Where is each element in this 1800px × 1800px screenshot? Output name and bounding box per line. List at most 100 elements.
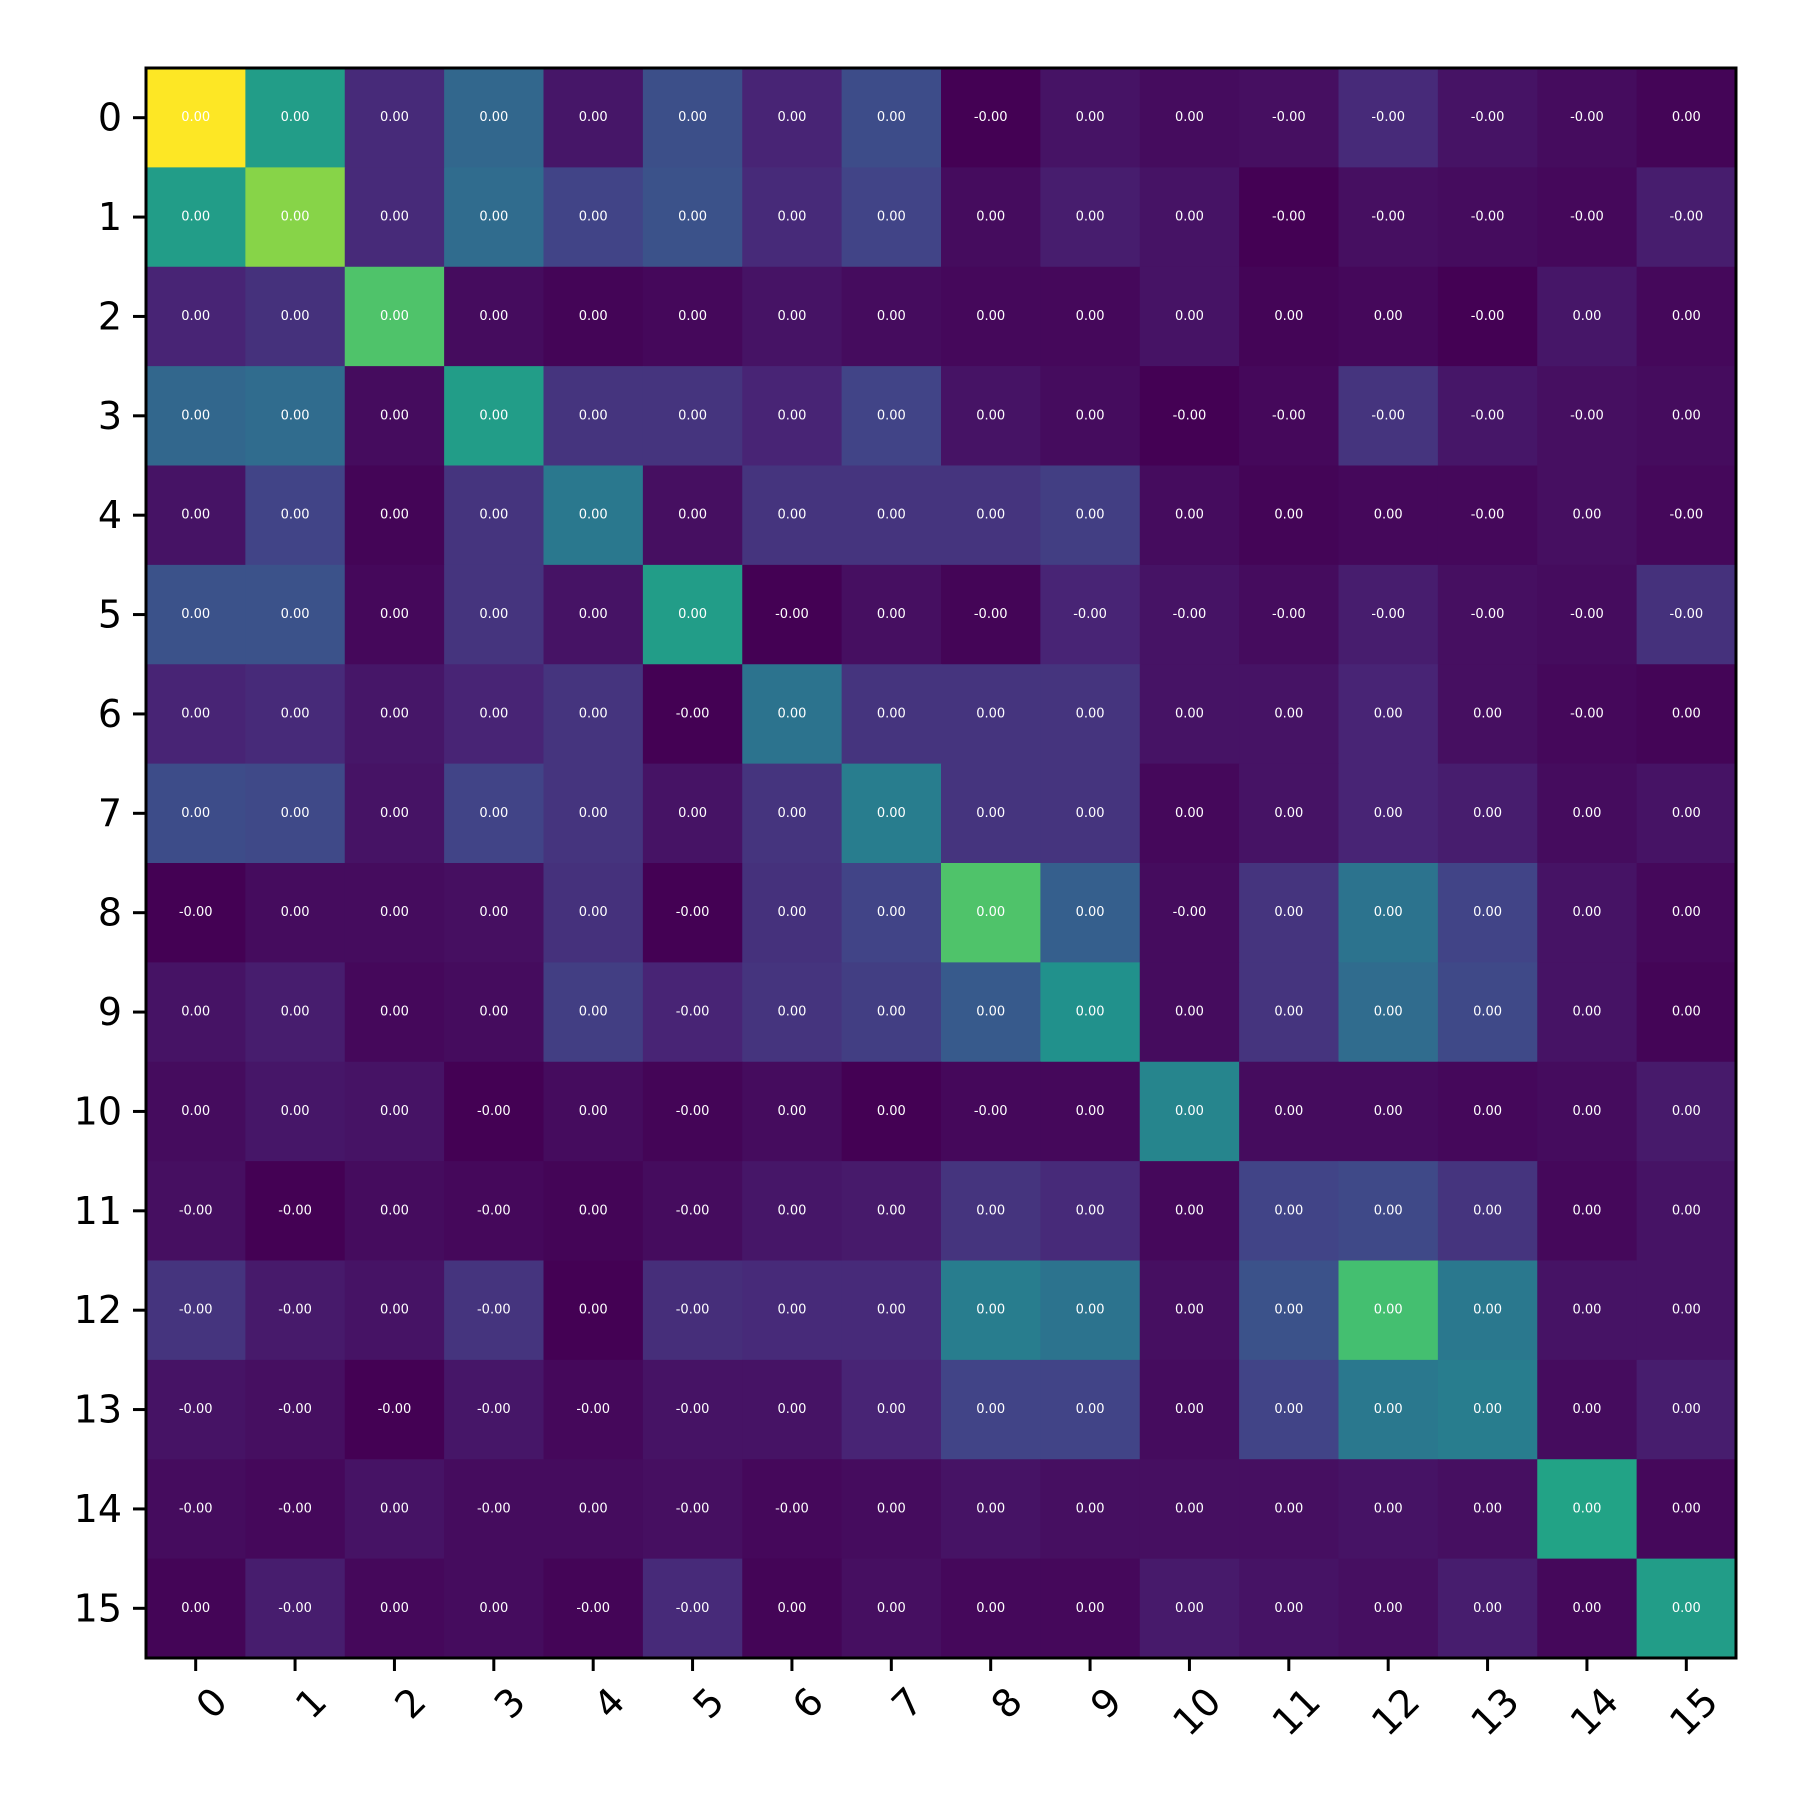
cell-value-label: 0.00: [1672, 706, 1701, 721]
heatmap-cell: [642, 564, 743, 665]
cell-value-label: 0.00: [877, 309, 906, 324]
cell-value-label: 0.00: [1672, 1402, 1701, 1417]
heatmap-cell: [1437, 1459, 1538, 1560]
cell-value-label: 0.00: [281, 1005, 310, 1020]
cell-value-label: -0.00: [676, 1501, 710, 1516]
heatmap-cell: [444, 1558, 545, 1659]
heatmap-cell: [1239, 465, 1340, 566]
heatmap-cell: [1239, 564, 1340, 665]
cell-value-label: 0.00: [181, 806, 210, 821]
heatmap-cell: [344, 167, 445, 268]
cell-value-label: -0.00: [1669, 210, 1703, 225]
heatmap-cell: [444, 564, 545, 665]
heatmap-cell: [1139, 1359, 1240, 1460]
cell-value-label: 0.00: [380, 1005, 409, 1020]
heatmap-cell: [642, 763, 743, 864]
heatmap-cell: [344, 664, 445, 765]
y-tick-label: 8: [98, 891, 122, 935]
heatmap-cell: [245, 1359, 346, 1460]
heatmap-cell: [1537, 366, 1638, 467]
y-tick-label: 0: [98, 96, 122, 140]
heatmap-cell: [642, 1459, 743, 1560]
cell-value-label: 0.00: [1274, 905, 1303, 920]
cell-value-label: -0.00: [1371, 210, 1405, 225]
heatmap-cell: [642, 1161, 743, 1262]
heatmap-cell: [1437, 863, 1538, 963]
heatmap-cell: [1040, 564, 1141, 665]
cell-value-label: -0.00: [974, 110, 1008, 125]
cell-value-label: -0.00: [576, 1601, 610, 1616]
heatmap-cell: [543, 366, 644, 467]
heatmap-cell: [444, 863, 545, 963]
cell-value-label: 0.00: [1374, 1501, 1403, 1516]
heatmap-cell: [1338, 167, 1439, 268]
cell-value-label: 0.00: [678, 806, 707, 821]
cell-value-label: 0.00: [1274, 309, 1303, 324]
cell-value-label: -0.00: [1471, 309, 1505, 324]
cell-value-label: 0.00: [877, 806, 906, 821]
heatmap-cell: [742, 1061, 843, 1162]
heatmap-cell: [245, 68, 346, 168]
heatmap-cell: [1537, 863, 1638, 963]
heatmap-cell: [344, 962, 445, 1063]
cell-value-label: 0.00: [877, 1104, 906, 1119]
heatmap-cell: [1537, 1459, 1638, 1560]
cell-value-label: 0.00: [579, 1104, 608, 1119]
heatmap-cell: [444, 962, 545, 1063]
heatmap-cell: [1437, 564, 1538, 665]
y-tick-label: 12: [74, 1288, 122, 1332]
cell-value-label: 0.00: [380, 607, 409, 622]
heatmap-cell: [444, 68, 545, 168]
cell-value-label: 0.00: [479, 110, 508, 125]
cell-value-label: 0.00: [1175, 1303, 1204, 1318]
heatmap-cell: [841, 863, 942, 963]
heatmap-cell: [742, 1161, 843, 1262]
heatmap-cell: [543, 266, 644, 367]
heatmap-cell: [543, 167, 644, 268]
heatmap-cell: [1437, 962, 1538, 1063]
x-tick-label: 7: [883, 1679, 931, 1727]
heatmap-cell: [1338, 1061, 1439, 1162]
heatmap-cell: [1636, 1260, 1737, 1361]
cell-value-label: 0.00: [380, 1501, 409, 1516]
cell-value-label: -0.00: [676, 1203, 710, 1218]
cell-value-label: -0.00: [278, 1303, 312, 1318]
x-tick-label: 15: [1661, 1679, 1726, 1744]
heatmap-cell: [1139, 664, 1240, 765]
cell-value-label: -0.00: [378, 1402, 412, 1417]
x-tick-label: 13: [1462, 1679, 1527, 1744]
cell-value-label: -0.00: [1173, 607, 1207, 622]
heatmap-cell: [642, 863, 743, 963]
cell-value-label: 0.00: [1473, 1402, 1502, 1417]
cell-value-label: 0.00: [1672, 1203, 1701, 1218]
cell-value-label: -0.00: [1471, 408, 1505, 423]
heatmap-cell: [642, 167, 743, 268]
heatmap-cell: [1338, 763, 1439, 864]
heatmap-cell: [841, 266, 942, 367]
cell-value-label: 0.00: [380, 1203, 409, 1218]
cell-value-label: 0.00: [281, 1104, 310, 1119]
cell-value-label: 0.00: [1076, 1303, 1105, 1318]
heatmap-cell: [1537, 962, 1638, 1063]
heatmap-cell: [1437, 763, 1538, 864]
heatmap-cell: [742, 763, 843, 864]
heatmap-cell: [1636, 1161, 1737, 1262]
cell-value-label: 0.00: [777, 1203, 806, 1218]
cell-value-label: 0.00: [380, 806, 409, 821]
heatmap-cell: [245, 1459, 346, 1560]
heatmap-cell: [543, 68, 644, 168]
heatmap-cell: [344, 1161, 445, 1262]
cell-value-label: 0.00: [877, 1402, 906, 1417]
heatmap-cell: [444, 465, 545, 566]
heatmap-cell: [444, 664, 545, 765]
cell-value-label: 0.00: [579, 309, 608, 324]
cell-value-label: 0.00: [1175, 110, 1204, 125]
cell-value-label: -0.00: [775, 1501, 809, 1516]
heatmap-cell: [1437, 664, 1538, 765]
heatmap-cell: [1537, 167, 1638, 268]
heatmap-cell: [344, 465, 445, 566]
cell-value-label: 0.00: [1076, 1104, 1105, 1119]
heatmap-cell: [642, 1558, 743, 1659]
cell-value-label: 0.00: [877, 607, 906, 622]
heatmap-cell: [146, 763, 246, 864]
